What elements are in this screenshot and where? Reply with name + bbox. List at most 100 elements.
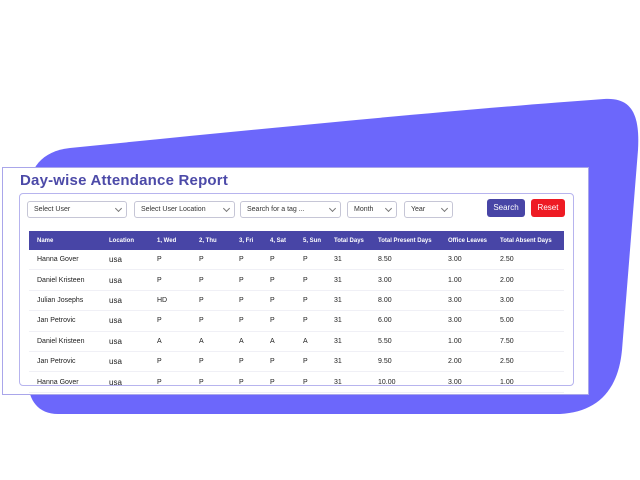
table-row: Jan Petrovic usa P P P P P 31 9.50 2.00 2.50 bbox=[29, 351, 564, 373]
header-name: Name bbox=[29, 231, 106, 250]
day-status: P bbox=[300, 269, 331, 291]
day-status: A bbox=[267, 331, 300, 352]
total-days: 31 bbox=[331, 269, 375, 291]
header-day-1: 1, Wed bbox=[154, 231, 196, 250]
header-day-5: 5, Sun bbox=[300, 231, 331, 250]
chevron-down-icon bbox=[114, 204, 123, 213]
employee-location: usa bbox=[106, 310, 154, 332]
year-dropdown[interactable]: Year bbox=[404, 201, 453, 218]
header-day-3: 3, Fri bbox=[236, 231, 267, 250]
header-day-4: 4, Sat bbox=[267, 231, 300, 250]
table-row: Daniel Kristeen usa P P P P P 31 3.00 1.00 2.00 bbox=[29, 269, 564, 291]
day-status: P bbox=[236, 371, 267, 393]
office-leaves: 1.00 bbox=[445, 331, 497, 352]
day-status: P bbox=[300, 371, 331, 393]
select-user-label: Select User bbox=[34, 206, 71, 213]
total-present-days: 8.50 bbox=[375, 250, 445, 271]
day-status: P bbox=[196, 310, 236, 332]
total-present-days: 6.00 bbox=[375, 310, 445, 332]
day-status: P bbox=[236, 310, 267, 332]
employee-location: usa bbox=[106, 290, 154, 312]
day-status: A bbox=[196, 331, 236, 352]
year-label: Year bbox=[411, 206, 426, 213]
header-office-leaves: Office Leaves bbox=[445, 231, 497, 250]
month-label: Month bbox=[354, 206, 374, 213]
search-button[interactable]: Search bbox=[487, 199, 525, 217]
day-status: P bbox=[196, 351, 236, 373]
table-row: Hanna Gover usa P P P P P 31 10.00 3.00 1.00 bbox=[29, 371, 564, 393]
tag-search-dropdown[interactable]: Search for a tag ... bbox=[240, 201, 341, 218]
day-status: P bbox=[196, 250, 236, 271]
total-present-days: 9.50 bbox=[375, 351, 445, 373]
total-days: 31 bbox=[331, 310, 375, 332]
employee-location: usa bbox=[106, 250, 154, 271]
total-present-days: 8.00 bbox=[375, 290, 445, 312]
employee-name: Hanna Gover bbox=[29, 250, 106, 271]
employee-location: usa bbox=[106, 331, 154, 352]
attendance-report-card: Day-wise Attendance Report Select User S… bbox=[2, 167, 589, 395]
employee-name: Hanna Gover bbox=[29, 371, 106, 393]
table-header-row: Name Location 1, Wed 2, Thu 3, Fri 4, Sa… bbox=[29, 231, 564, 250]
total-days: 31 bbox=[331, 331, 375, 352]
day-status: P bbox=[236, 269, 267, 291]
total-days: 31 bbox=[331, 290, 375, 312]
employee-location: usa bbox=[106, 351, 154, 373]
table-row: Jan Petrovic usa P P P P P 31 6.00 3.00 5.00 bbox=[29, 310, 564, 332]
day-status: P bbox=[300, 310, 331, 332]
chevron-down-icon bbox=[328, 204, 337, 213]
day-status: P bbox=[154, 269, 196, 291]
header-total-absent: Total Absent Days bbox=[497, 231, 564, 250]
month-dropdown[interactable]: Month bbox=[347, 201, 397, 218]
day-status: A bbox=[236, 331, 267, 352]
total-present-days: 10.00 bbox=[375, 371, 445, 393]
office-leaves: 3.00 bbox=[445, 250, 497, 271]
tag-search-placeholder: Search for a tag ... bbox=[247, 206, 305, 213]
select-location-label: Select User Location bbox=[141, 206, 206, 213]
page-title: Day-wise Attendance Report bbox=[20, 172, 229, 189]
select-user-dropdown[interactable]: Select User bbox=[27, 201, 127, 218]
header-total-days: Total Days bbox=[331, 231, 375, 250]
day-status: P bbox=[300, 290, 331, 312]
reset-button[interactable]: Reset bbox=[531, 199, 565, 217]
employee-location: usa bbox=[106, 269, 154, 291]
day-status: P bbox=[236, 290, 267, 312]
office-leaves: 3.00 bbox=[445, 371, 497, 393]
day-status: A bbox=[154, 331, 196, 352]
select-location-dropdown[interactable]: Select User Location bbox=[134, 201, 235, 218]
total-present-days: 5.50 bbox=[375, 331, 445, 352]
employee-name: Daniel Kristeen bbox=[29, 331, 106, 352]
table-row: Hanna Gover usa P P P P P 31 8.50 3.00 2.50 bbox=[29, 250, 564, 271]
day-status: P bbox=[236, 351, 267, 373]
table-row: Daniel Kristeen usa A A A A A 31 5.50 1.00 7.50 bbox=[29, 331, 564, 352]
day-status: P bbox=[267, 250, 300, 271]
total-absent-days: 5.00 bbox=[497, 310, 564, 332]
employee-name: Daniel Kristeen bbox=[29, 269, 106, 291]
day-status: P bbox=[154, 310, 196, 332]
table-row: Julian Josephs usa HD P P P P 31 8.00 3.00 3.00 bbox=[29, 290, 564, 312]
office-leaves: 3.00 bbox=[445, 310, 497, 332]
chevron-down-icon bbox=[440, 204, 449, 213]
day-status: P bbox=[236, 250, 267, 271]
total-days: 31 bbox=[331, 371, 375, 393]
total-absent-days: 2.00 bbox=[497, 269, 564, 291]
day-status: P bbox=[267, 290, 300, 312]
day-status: P bbox=[267, 269, 300, 291]
office-leaves: 2.00 bbox=[445, 351, 497, 373]
day-status: HD bbox=[154, 290, 196, 312]
day-status: P bbox=[154, 250, 196, 271]
office-leaves: 3.00 bbox=[445, 290, 497, 312]
day-status: P bbox=[300, 250, 331, 271]
total-days: 31 bbox=[331, 250, 375, 271]
total-absent-days: 3.00 bbox=[497, 290, 564, 312]
total-absent-days: 2.50 bbox=[497, 351, 564, 373]
employee-name: Julian Josephs bbox=[29, 290, 106, 312]
day-status: A bbox=[300, 331, 331, 352]
report-panel: Select User Select User Location Search … bbox=[19, 193, 574, 393]
employee-name: Jan Petrovic bbox=[29, 310, 106, 332]
header-location: Location bbox=[106, 231, 154, 250]
day-status: P bbox=[196, 371, 236, 393]
total-days: 31 bbox=[331, 351, 375, 373]
total-absent-days: 7.50 bbox=[497, 331, 564, 352]
total-absent-days: 2.50 bbox=[497, 250, 564, 271]
header-day-2: 2, Thu bbox=[196, 231, 236, 250]
